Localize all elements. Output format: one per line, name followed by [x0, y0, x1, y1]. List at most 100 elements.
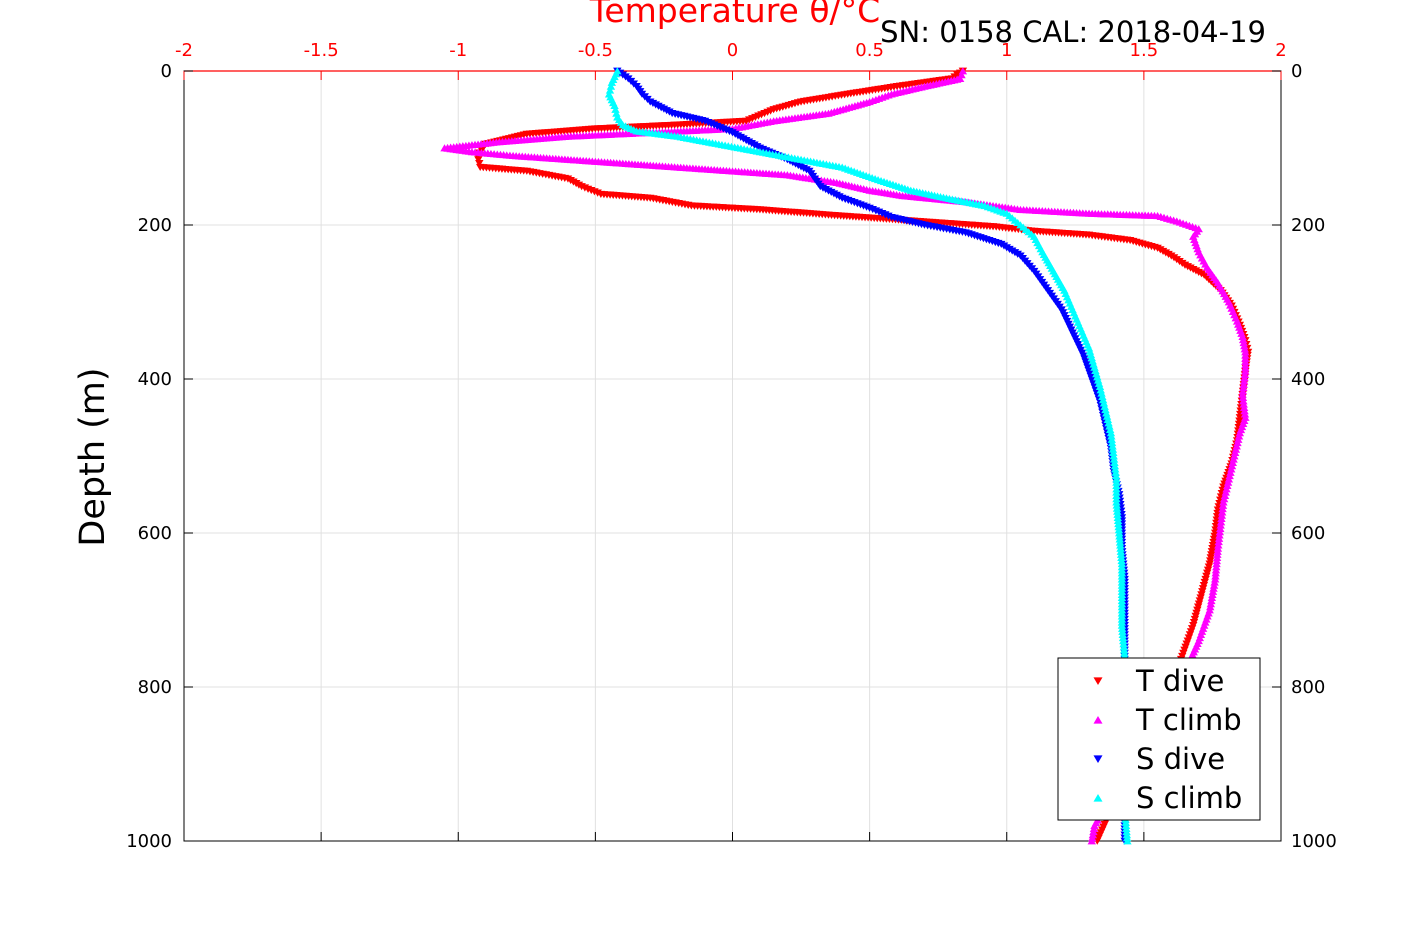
data-point: [1240, 345, 1249, 353]
serial-calibration-annotation: SN: 0158 CAL: 2018-04-19: [880, 15, 1266, 49]
y-axis-label: Depth (m): [73, 367, 113, 546]
data-point: [1240, 407, 1249, 415]
y-tick-label-left: 800: [138, 677, 172, 698]
data-point: [1229, 455, 1238, 463]
data-point: [1110, 458, 1119, 466]
legend-marker: [1093, 677, 1103, 686]
data-point: [1233, 439, 1242, 447]
data-point: [1222, 485, 1231, 493]
data-point: [1209, 584, 1218, 592]
data-point: [1108, 442, 1117, 450]
data-point: [1210, 578, 1219, 586]
y-tick-label-right: 600: [1291, 523, 1325, 544]
x-tick-label: 1.5: [1130, 40, 1159, 61]
x-tick-labels: -2 -1.5 -1 -0.5 0 0.5 1 1.5 2: [175, 40, 1287, 61]
x-tick-label: -1.5: [304, 40, 339, 61]
data-point: [1105, 425, 1115, 433]
data-point: [1238, 390, 1247, 398]
data-point: [1216, 524, 1225, 532]
data-point: [1219, 495, 1229, 503]
data-point: [1097, 389, 1106, 397]
data-point: [1234, 435, 1243, 443]
legend-label: T dive: [1135, 664, 1224, 698]
y-tick-label-right: 1000: [1291, 831, 1337, 852]
data-point: [1235, 429, 1245, 437]
data-point: [1110, 462, 1120, 470]
data-point: [1100, 402, 1109, 410]
x-tick-label: -2: [175, 40, 193, 61]
y-tick-label-right: 400: [1291, 369, 1325, 390]
legend-label: S climb: [1136, 781, 1242, 815]
data-point: [1231, 445, 1241, 453]
data-point: [1209, 581, 1219, 589]
x-tick-label: 1: [1001, 40, 1012, 61]
x-tick-label: -0.5: [578, 40, 613, 61]
data-point: [1224, 475, 1234, 483]
data-point: [1104, 419, 1113, 427]
data-point: [1214, 541, 1223, 549]
data-point: [1240, 374, 1249, 382]
data-point: [1221, 488, 1230, 496]
data-point: [607, 78, 617, 86]
legend-marker: [1093, 755, 1103, 764]
data-point: [1090, 821, 1099, 829]
y-tick-label-left: 1000: [126, 831, 172, 852]
x-tick-label: 0.5: [855, 40, 884, 61]
data-point: [1239, 377, 1249, 385]
y-tick-label-left: 600: [138, 523, 172, 544]
data-point: [1216, 521, 1225, 529]
data-point: [1107, 432, 1116, 440]
data-point: [1111, 468, 1120, 476]
data-point: [605, 86, 615, 94]
y-right-tick-labels: 0 200 400 600 800 1000: [1291, 61, 1337, 852]
data-point: [1215, 531, 1224, 539]
data-point: [1230, 452, 1239, 460]
data-point: [1206, 600, 1215, 608]
data-point: [1240, 370, 1250, 378]
data-point: [475, 160, 484, 168]
data-point: [1240, 342, 1249, 350]
data-point: [1109, 455, 1119, 463]
data-point: [1239, 403, 1249, 411]
data-point: [1227, 465, 1236, 473]
data-point: [1109, 448, 1118, 457]
data-point: [1107, 435, 1116, 443]
data-point: [1214, 538, 1223, 546]
data-point: [1232, 442, 1241, 450]
x-tick-label: 0: [727, 40, 738, 61]
data-point: [1088, 831, 1098, 839]
data-point: [1123, 837, 1132, 845]
data-point: [1217, 514, 1226, 523]
y-tick-label-left: 200: [138, 215, 172, 236]
data-point: [1087, 837, 1096, 845]
data-point: [1240, 410, 1250, 418]
data-point: [1099, 399, 1109, 407]
data-point: [1102, 412, 1112, 420]
data-point: [1218, 501, 1228, 509]
data-point: [1103, 415, 1113, 424]
data-point: [1208, 587, 1218, 595]
x-tick-label: -1: [449, 40, 467, 61]
data-point: [1106, 429, 1116, 437]
data-point: [1238, 393, 1248, 402]
data-point: [1218, 508, 1227, 516]
legend-marker: [1093, 715, 1103, 724]
data-point: [1239, 397, 1248, 405]
y-left-tick-labels: 0 200 400 600 800 1000: [126, 61, 172, 852]
legend-label: S dive: [1136, 742, 1225, 776]
data-point: [1095, 382, 1105, 391]
data-point: [1239, 384, 1248, 392]
data-point: [1214, 534, 1224, 542]
data-point: [1238, 332, 1247, 341]
data-point: [1088, 834, 1097, 842]
data-point: [1223, 481, 1232, 490]
data-point: [1096, 386, 1105, 394]
data-point: [1210, 575, 1220, 583]
data-point: [1227, 462, 1237, 470]
data-point: [1219, 498, 1228, 506]
x-axis-title: Temperature θ/°C: [589, 0, 880, 30]
data-point: [474, 156, 483, 164]
y-tick-label-left: 400: [138, 369, 172, 390]
data-point: [1217, 511, 1227, 519]
